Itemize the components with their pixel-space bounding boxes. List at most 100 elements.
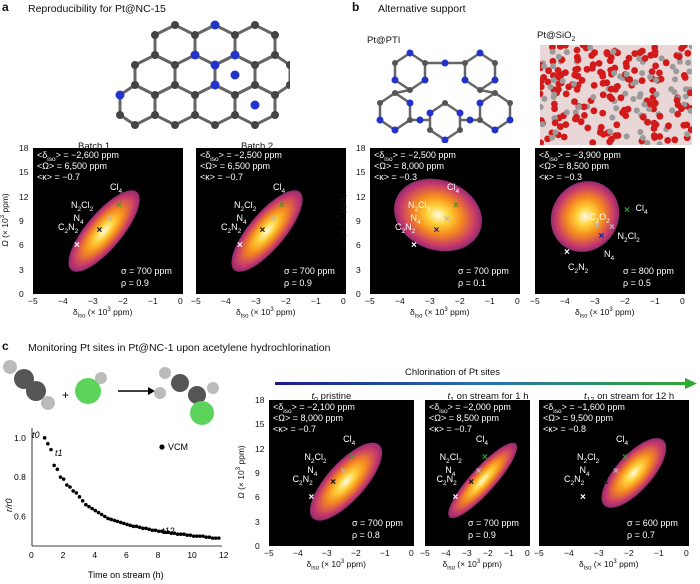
vcm-data-point	[115, 519, 120, 524]
fit-stat: σ = 800 ppm	[623, 266, 674, 276]
x-tick: −5	[264, 548, 274, 558]
vcm-data-point	[147, 527, 151, 532]
stat-annotation: <κ> = −0.8	[543, 424, 587, 434]
vcm-data-point	[172, 531, 177, 536]
heatmap-c2: <δiso> = −2,000 ppm <Ω> = 8,500 ppm <κ> = …	[425, 400, 530, 546]
y-tick: 18	[255, 395, 265, 405]
pt-nc-molecule-graphic	[115, 20, 290, 129]
x-tick: 0	[680, 296, 685, 306]
stat-annotation: <κ> = −0.7	[37, 172, 81, 182]
vcm-data-point	[204, 535, 208, 539]
vcm-data-point	[207, 535, 212, 539]
x-axis-label: δiso (× 103 ppm)	[579, 559, 639, 572]
vcm-data-point	[185, 533, 189, 537]
y-tick: 12	[19, 191, 29, 202]
x-axis-label: δiso (× 103 ppm)	[575, 307, 635, 320]
stat-annotation: <δiso> = −2,500 ppm	[374, 150, 456, 163]
x-tick: −1	[311, 296, 321, 306]
site-marker-n4: ×	[96, 225, 103, 237]
y-tick: 6	[19, 240, 24, 251]
fit-stat: σ = 700 ppm	[468, 518, 519, 528]
vcm-x-tick: 4	[92, 550, 97, 560]
y-axis-label: Ω (× 103 ppm)	[0, 193, 10, 247]
vcm-data-point	[137, 525, 142, 530]
vcm-data-point	[49, 447, 53, 452]
y-tick: 9	[19, 216, 24, 226]
x-tick: −1	[380, 548, 390, 558]
vcm-data-point	[201, 534, 205, 538]
site-marker-cl4: ×	[624, 204, 630, 216]
vcm-data-point	[213, 536, 218, 540]
vcm-data-point	[68, 485, 72, 489]
vcm-data-point	[74, 491, 79, 495]
x-tick: 0	[409, 548, 414, 558]
site-marker-c2n2: ×	[308, 491, 315, 503]
stat-annotation: <Ω> = 8,500 ppm	[429, 413, 500, 423]
x-tick: −4	[221, 296, 231, 306]
x-tick: −4	[564, 548, 574, 558]
site-label: C2N2	[292, 473, 313, 487]
site-marker-n4: ×	[433, 225, 440, 237]
vcm-data-point	[58, 475, 63, 479]
x-tick: −5	[191, 296, 201, 306]
vcm-x-tick: 2	[61, 550, 66, 560]
fit-stat: σ = 700 ppm	[458, 266, 509, 276]
site-label: N2Cl2	[408, 199, 431, 213]
stat-annotation: <κ> = −0.7	[429, 424, 473, 434]
x-tick: −4	[58, 296, 68, 306]
site-label: Cl4	[635, 203, 648, 217]
stat-annotation: <δiso> = −2,600 ppm	[37, 150, 119, 163]
stat-annotation: <δiso> = −2,000 ppm	[429, 402, 511, 415]
site-marker-c2n2: ×	[452, 491, 459, 503]
vcm-data-point	[93, 508, 98, 513]
y-axis-label: Ω (× 103 ppm)	[235, 445, 246, 499]
vcm-data-point	[194, 534, 199, 538]
stat-annotation: <δiso> = −1,600 ppm	[543, 402, 625, 415]
fit-stat: σ = 600 ppm	[627, 518, 678, 528]
fit-stat: ρ = 0.1	[458, 278, 486, 288]
site-label: N2Cl2	[234, 199, 257, 213]
vcm-data-point	[150, 528, 155, 533]
annot-t0: t0	[32, 430, 40, 440]
stat-annotation: <κ> = −0.3	[539, 172, 583, 182]
subplot-title-a1: Batch 1	[78, 141, 111, 152]
site-marker-n4: ×	[598, 231, 605, 243]
x-tick: −2	[483, 548, 493, 558]
vcm-data-point	[106, 516, 110, 521]
x-tick: −2	[351, 548, 361, 558]
stat-annotation: <Ω> = 8,000 ppm	[374, 161, 445, 171]
site-label: Cl4	[447, 182, 460, 196]
site-marker-c2n2: ×	[580, 491, 586, 503]
vcm-data-point	[84, 502, 88, 507]
site-label: N2Cl2	[439, 451, 462, 465]
support-label-pti: Pt@PTI	[367, 35, 401, 46]
site-label: Cl4	[343, 434, 356, 448]
y-tick: 9	[356, 216, 361, 226]
vcm-data-point	[90, 506, 94, 511]
panel-b-letter: b	[352, 0, 360, 14]
vcm-data-point	[122, 521, 126, 526]
x-tick: −3	[425, 296, 435, 306]
site-label: N4	[445, 465, 456, 479]
vcm-data-point	[61, 477, 66, 481]
panel-a-title: Reproducibility for Pt@NC-15	[28, 3, 166, 15]
vcm-data-point	[52, 463, 56, 468]
acetylene-hydrochlorination-scheme: +	[3, 360, 219, 425]
x-axis-label: δiso (× 103 ppm)	[73, 307, 133, 320]
heatmap-a1: <δiso> = −2,600 ppm <Ω> = 6,500 ppm <κ> = …	[33, 148, 183, 294]
pt-pti-molecule-graphic	[376, 49, 514, 143]
x-tick: −1	[650, 296, 660, 306]
x-tick: −5	[530, 296, 540, 306]
site-marker-n2cl2: ×	[444, 213, 450, 225]
x-tick: −1	[504, 548, 514, 558]
site-marker-cl4: ×	[622, 452, 628, 464]
vcm-data-point	[144, 526, 148, 531]
x-tick: 0	[341, 296, 346, 306]
site-label: N4	[236, 213, 247, 227]
x-tick: −2	[620, 296, 630, 306]
fit-stat: σ = 700 ppm	[284, 266, 335, 276]
site-label: C2N2	[436, 473, 457, 487]
vcm-data-point	[99, 512, 104, 517]
vcm-x-tick: 8	[156, 550, 161, 560]
x-tick: −3	[251, 296, 261, 306]
